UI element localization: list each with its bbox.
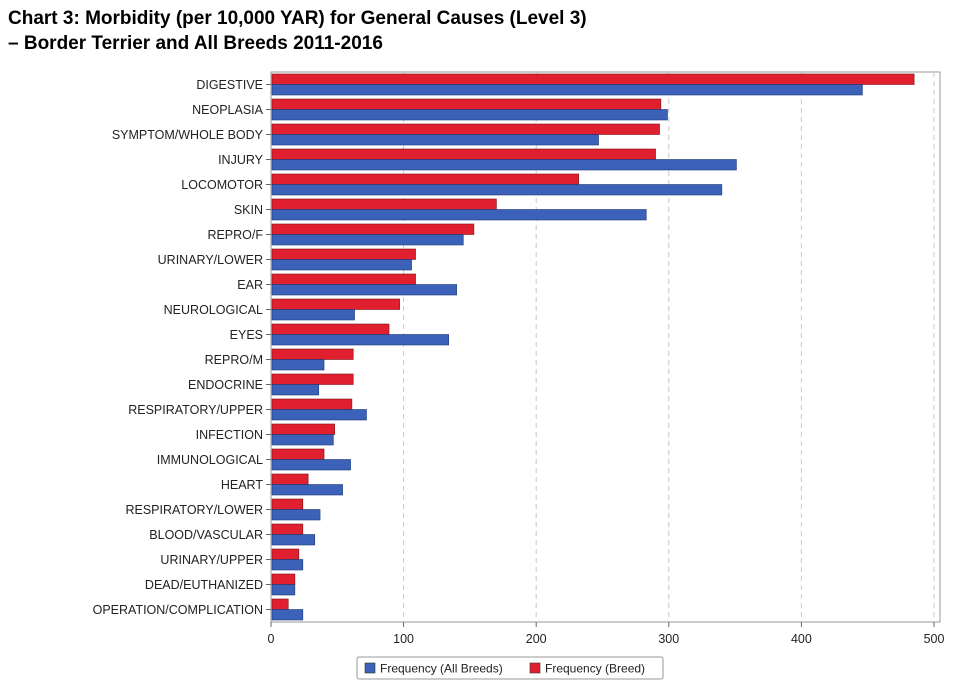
y-tick-label: URINARY/LOWER xyxy=(158,253,263,267)
x-tick-label: 300 xyxy=(658,632,679,646)
x-tick-label: 200 xyxy=(526,632,547,646)
bar-all-breeds xyxy=(271,459,351,471)
bar-breed xyxy=(271,98,662,110)
bar-all-breeds xyxy=(271,184,723,196)
bar-all-breeds xyxy=(271,209,647,221)
bar-all-breeds xyxy=(271,284,457,296)
legend-box xyxy=(356,656,664,680)
bar-all-breeds xyxy=(271,609,304,621)
y-tick-label: ENDOCRINE xyxy=(188,378,263,392)
bar-breed xyxy=(271,398,353,410)
y-tick-label: SKIN xyxy=(234,203,263,217)
legend-label: Frequency (Breed) xyxy=(545,662,645,676)
x-tick-label: 100 xyxy=(393,632,414,646)
bar-all-breeds xyxy=(271,584,296,596)
y-tick-label: DIGESTIVE xyxy=(196,78,263,92)
y-tick-label: IMMUNOLOGICAL xyxy=(157,453,263,467)
y-tick-label: NEUROLOGICAL xyxy=(164,303,263,317)
bar-all-breeds xyxy=(271,84,863,96)
bar-all-breeds xyxy=(271,359,325,371)
chart-subtitle: – Border Terrier and All Breeds 2011-201… xyxy=(8,33,383,54)
legend-swatch xyxy=(529,662,541,674)
bar-breed xyxy=(271,198,497,210)
y-tick-label: RESPIRATORY/UPPER xyxy=(128,403,263,417)
bar-all-breeds xyxy=(271,334,449,346)
bar-breed xyxy=(271,348,354,360)
y-tick-label: REPRO/F xyxy=(207,228,263,242)
y-tick-label: INJURY xyxy=(218,153,264,167)
y-tick-label: OPERATION/COMPLICATION xyxy=(93,603,263,617)
bar-all-breeds xyxy=(271,134,599,146)
bar-breed xyxy=(271,548,300,560)
bar-breed xyxy=(271,298,400,310)
bar-breed xyxy=(271,73,915,85)
bar-breed xyxy=(271,248,416,260)
bar-all-breeds xyxy=(271,259,412,271)
bar-all-breeds xyxy=(271,159,737,171)
y-tick-label: NEOPLASIA xyxy=(192,103,264,117)
y-tick-label: SYMPTOM/WHOLE BODY xyxy=(112,128,264,142)
bar-all-breeds xyxy=(271,234,464,246)
bar-all-breeds xyxy=(271,534,316,546)
legend-swatch xyxy=(364,662,376,674)
y-tick-label: LOCOMOTOR xyxy=(181,178,263,192)
bar-all-breeds xyxy=(271,409,367,421)
bar-all-breeds xyxy=(271,509,321,521)
y-tick-label: DEAD/EUTHANIZED xyxy=(145,578,263,592)
bar-breed xyxy=(271,598,289,610)
chart-title-block: Chart 3: Morbidity (per 10,000 YAR) for … xyxy=(8,6,587,56)
x-tick-label: 0 xyxy=(268,632,275,646)
bar-all-breeds xyxy=(271,559,304,571)
bar-all-breeds xyxy=(271,434,334,446)
x-tick-label: 500 xyxy=(924,632,945,646)
y-tick-label: RESPIRATORY/LOWER xyxy=(125,503,263,517)
bar-breed xyxy=(271,373,354,385)
bar-breed xyxy=(271,523,304,535)
bar-breed xyxy=(271,323,390,335)
y-tick-label: REPRO/M xyxy=(205,353,263,367)
chart-title: Chart 3: Morbidity (per 10,000 YAR) for … xyxy=(8,8,587,29)
bar-breed xyxy=(271,223,475,235)
bar-breed xyxy=(271,573,296,585)
bar-breed xyxy=(271,173,579,185)
y-tick-label: INFECTION xyxy=(196,428,263,442)
y-tick-label: EYES xyxy=(230,328,263,342)
bar-breed xyxy=(271,123,660,135)
bar-breed xyxy=(271,448,325,460)
y-tick-label: HEART xyxy=(221,478,264,492)
y-tick-label: BLOOD/VASCULAR xyxy=(149,528,263,542)
bar-all-breeds xyxy=(271,109,668,121)
bar-all-breeds xyxy=(271,484,343,496)
y-tick-label: URINARY/UPPER xyxy=(160,553,263,567)
x-tick-label: 400 xyxy=(791,632,812,646)
bar-breed xyxy=(271,423,335,435)
legend-label: Frequency (All Breeds) xyxy=(380,662,503,676)
bar-all-breeds xyxy=(271,384,320,396)
bar-breed xyxy=(271,148,656,160)
bar-all-breeds xyxy=(271,309,355,321)
y-tick-label: EAR xyxy=(237,278,263,292)
bar-breed xyxy=(271,273,416,285)
bar-breed xyxy=(271,498,304,510)
bar-breed xyxy=(271,473,309,485)
